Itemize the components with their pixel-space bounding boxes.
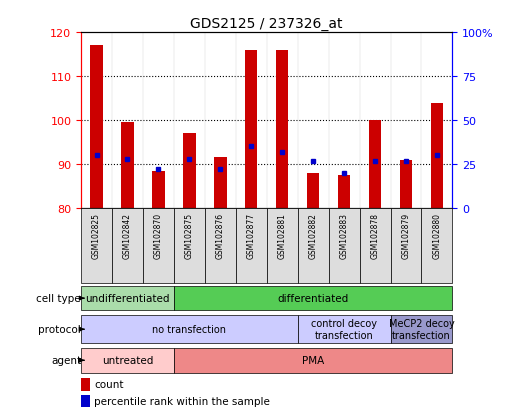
Text: percentile rank within the sample: percentile rank within the sample [94,396,270,406]
Bar [338,176,350,209]
Bar [81,395,90,407]
Text: GSM102879: GSM102879 [402,212,411,258]
Bar [214,158,226,209]
Text: agent: agent [51,355,81,366]
FancyBboxPatch shape [328,209,360,283]
FancyBboxPatch shape [205,209,236,283]
FancyBboxPatch shape [391,315,452,344]
FancyBboxPatch shape [143,209,174,283]
Bar [431,103,443,209]
Text: undifferentiated: undifferentiated [85,293,170,304]
FancyBboxPatch shape [174,209,205,283]
Text: PMA: PMA [302,355,324,366]
Title: GDS2125 / 237326_at: GDS2125 / 237326_at [190,17,343,31]
Text: untreated: untreated [102,355,153,366]
Bar [90,46,103,209]
Text: GSM102877: GSM102877 [247,212,256,258]
Text: GSM102876: GSM102876 [216,212,225,258]
Bar [276,50,288,209]
Text: control decoy
transfection: control decoy transfection [311,318,377,340]
Text: GSM102882: GSM102882 [309,212,317,258]
Text: GSM102825: GSM102825 [92,212,101,258]
Text: GSM102842: GSM102842 [123,212,132,258]
Text: GSM102883: GSM102883 [339,212,349,258]
FancyBboxPatch shape [236,209,267,283]
Text: GSM102881: GSM102881 [278,212,287,258]
Bar [121,123,134,209]
Text: cell type: cell type [37,293,81,304]
Text: GSM102878: GSM102878 [370,212,380,258]
Text: GSM102880: GSM102880 [433,212,441,258]
FancyBboxPatch shape [422,209,452,283]
FancyBboxPatch shape [298,315,391,344]
FancyBboxPatch shape [112,209,143,283]
FancyBboxPatch shape [298,209,328,283]
Text: GSM102870: GSM102870 [154,212,163,258]
FancyBboxPatch shape [81,348,174,373]
FancyBboxPatch shape [391,209,422,283]
Bar [400,160,412,209]
Text: GSM102875: GSM102875 [185,212,194,258]
Bar [81,378,90,391]
Bar [245,50,257,209]
FancyBboxPatch shape [174,286,452,311]
Bar [152,171,165,209]
Bar [307,173,320,209]
Text: protocol: protocol [38,324,81,335]
Bar [369,121,381,209]
FancyBboxPatch shape [81,209,112,283]
FancyBboxPatch shape [81,315,298,344]
FancyBboxPatch shape [267,209,298,283]
FancyBboxPatch shape [360,209,391,283]
Text: differentiated: differentiated [278,293,349,304]
Text: count: count [94,380,123,389]
Text: no transfection: no transfection [152,324,226,335]
FancyBboxPatch shape [174,348,452,373]
FancyBboxPatch shape [81,286,174,311]
Bar [183,134,196,209]
Text: MeCP2 decoy
transfection: MeCP2 decoy transfection [389,318,454,340]
